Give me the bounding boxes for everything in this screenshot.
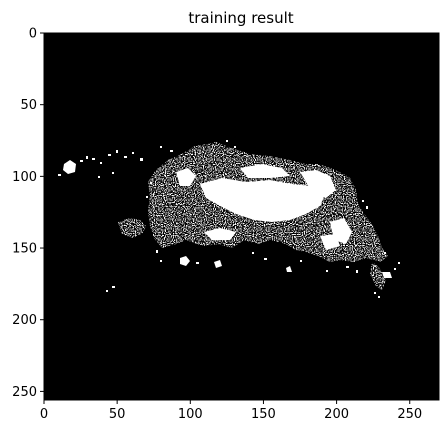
x-tick-label: 100 [178, 407, 203, 422]
x-tick-label: 0 [40, 407, 48, 422]
y-tick-label: 250 [12, 385, 37, 400]
y-tick-label: 200 [12, 313, 37, 328]
mask-foreground [58, 140, 400, 298]
y-tick-label: 100 [12, 170, 37, 185]
x-axis: 0 50 100 150 200 250 [40, 400, 422, 422]
y-axis: 0 50 100 150 200 250 [12, 27, 44, 400]
y-tick-label: 0 [29, 27, 37, 42]
y-tick-label: 50 [20, 98, 37, 113]
x-tick-label: 200 [324, 407, 349, 422]
x-tick-label: 50 [109, 407, 126, 422]
image-plot [43, 32, 440, 401]
plot-frame [43, 32, 440, 401]
x-tick-label: 150 [251, 407, 276, 422]
chart-title: training result [188, 9, 293, 27]
y-tick-label: 150 [12, 242, 37, 257]
x-tick-label: 250 [397, 407, 422, 422]
